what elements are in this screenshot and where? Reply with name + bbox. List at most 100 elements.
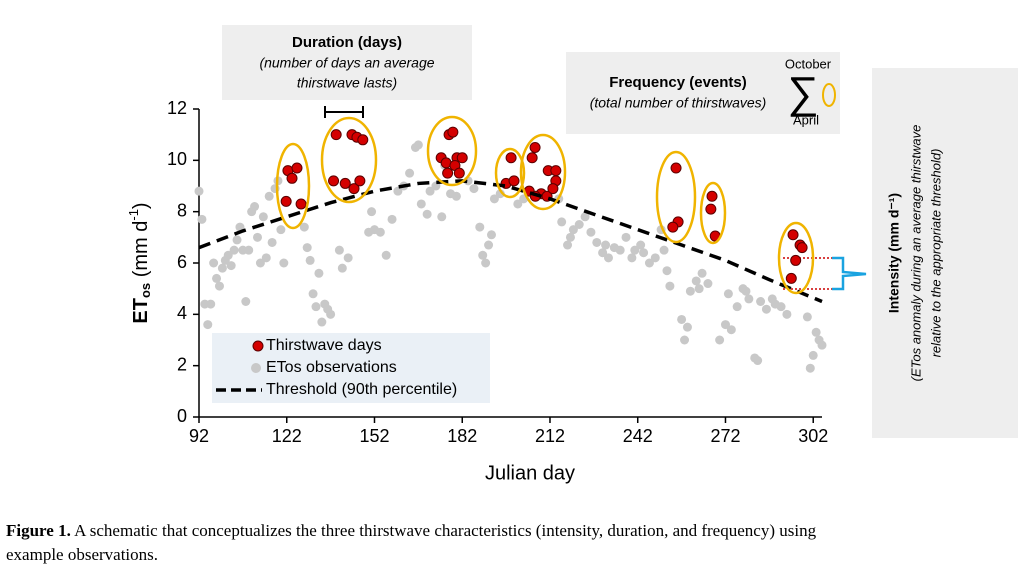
observation-point — [615, 245, 625, 255]
observation-point — [650, 253, 660, 263]
y-label-part: ET — [130, 298, 152, 324]
observation-point — [741, 286, 751, 296]
observation-point — [753, 356, 763, 366]
observation-point — [197, 214, 207, 224]
observation-point — [776, 302, 786, 312]
observation-point — [694, 284, 704, 294]
x-tick-label: 92 — [189, 426, 209, 446]
thirstwave-point — [670, 162, 682, 174]
ring — [494, 147, 526, 199]
observation-point — [726, 325, 736, 335]
observation-point — [229, 245, 239, 255]
duration-note: (number of days an average — [259, 55, 434, 71]
observation-point — [264, 191, 274, 201]
observation-point — [203, 320, 213, 330]
thirstwave-point — [330, 129, 342, 141]
observation-point — [630, 245, 640, 255]
duration-title: Duration (days) — [292, 34, 402, 51]
thirstwave-point — [328, 175, 340, 187]
observation-point — [261, 253, 271, 263]
observation-point — [276, 225, 286, 235]
observation-point — [469, 184, 479, 194]
observation-point — [334, 245, 344, 255]
caption: Figure 1. A schematic that conceptualize… — [6, 521, 817, 540]
thirstwave-point — [453, 167, 465, 179]
observation-point — [805, 363, 815, 373]
thirstwave-point — [339, 177, 351, 189]
x-tick-label: 212 — [535, 426, 565, 446]
observation-point — [311, 302, 321, 312]
observation-point — [744, 294, 754, 304]
legend-swatch — [251, 363, 261, 373]
observation-point — [811, 327, 821, 337]
observation-point — [723, 289, 733, 299]
intensity-text: Intensity (mm d⁻¹) (ETos anomaly during … — [886, 125, 944, 382]
ring — [777, 221, 815, 295]
y-tick-label: 10 — [167, 149, 187, 169]
observation-point — [214, 281, 224, 291]
thirstwave-rings — [275, 115, 815, 295]
x-tick-label: 242 — [623, 426, 653, 446]
observation-point — [586, 227, 596, 237]
y-tick-label: 12 — [167, 98, 187, 118]
thirstwave-point — [505, 152, 517, 164]
observation-point — [244, 245, 254, 255]
observation-point — [627, 253, 637, 263]
intensity-note: (ETos anomaly during an average thirstwa… — [908, 125, 923, 382]
x-tick-label: 152 — [359, 426, 389, 446]
legend-label: ETos observations — [266, 359, 397, 376]
x-tick-label: 272 — [710, 426, 740, 446]
y-label-part: (mm d — [130, 221, 152, 283]
observation-point — [636, 240, 646, 250]
threshold-line — [198, 179, 823, 304]
plot: 0 2 4 6 8 10 12 92 122 152 182 212 242 272 302 Thirstwa… — [167, 98, 828, 446]
observation-point — [326, 309, 336, 319]
observation-point — [387, 214, 397, 224]
observation-point — [621, 232, 631, 242]
thirstwave-point — [348, 183, 360, 195]
observation-point — [691, 276, 701, 286]
observation-point — [761, 304, 771, 314]
observation-point — [413, 140, 423, 150]
intensity-title: Intensity (mm d⁻¹) — [886, 193, 902, 313]
observation-point — [592, 237, 602, 247]
observation-point — [680, 335, 690, 345]
ring — [655, 150, 697, 244]
thirstwave-point — [790, 254, 802, 266]
observation-point — [817, 340, 827, 350]
observation-point — [557, 217, 567, 227]
x-tick-label: 302 — [798, 426, 828, 446]
observation-point — [697, 268, 707, 278]
observation-point — [568, 225, 578, 235]
observation-point — [639, 248, 649, 258]
observation-point — [662, 266, 672, 276]
observation-point — [580, 212, 590, 222]
frequency-top: October — [785, 56, 832, 71]
observation-point — [337, 263, 347, 273]
observation-point — [682, 322, 692, 332]
observation-point — [756, 297, 766, 306]
thirstwave-point — [550, 165, 562, 177]
sum-symbol: ∑ — [787, 69, 818, 118]
observation-point — [393, 186, 403, 196]
thirstwave-point — [456, 152, 468, 164]
thirstwave-point — [508, 175, 520, 187]
observation-point — [250, 202, 260, 212]
observation-point — [255, 258, 265, 268]
caption-text: example observations. — [6, 545, 158, 564]
observation-point — [489, 194, 499, 204]
thirstwave-point — [526, 152, 538, 164]
observation-point — [475, 222, 485, 232]
x-tick-label: 182 — [447, 426, 477, 446]
observation-point — [808, 350, 818, 360]
thirstwave-point — [706, 190, 718, 202]
observation-point — [422, 209, 432, 219]
thirstwave-point — [442, 167, 454, 179]
observation-point — [603, 253, 613, 263]
observation-point — [565, 232, 575, 242]
observation-point — [232, 235, 242, 245]
duration-bracket — [324, 106, 364, 118]
observation-point — [677, 314, 687, 324]
observation-point — [226, 261, 236, 271]
caption-label: Figure 1. — [6, 521, 71, 540]
